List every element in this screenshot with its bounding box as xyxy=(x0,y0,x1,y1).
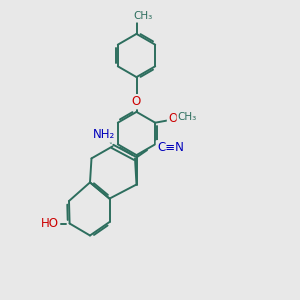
Text: HO: HO xyxy=(41,217,59,230)
Text: C≡N: C≡N xyxy=(157,141,184,154)
Text: O: O xyxy=(132,95,141,108)
Text: CH₃: CH₃ xyxy=(134,11,153,22)
Text: NH₂: NH₂ xyxy=(93,128,115,142)
Text: O: O xyxy=(168,112,177,125)
Text: CH₃: CH₃ xyxy=(178,112,197,122)
